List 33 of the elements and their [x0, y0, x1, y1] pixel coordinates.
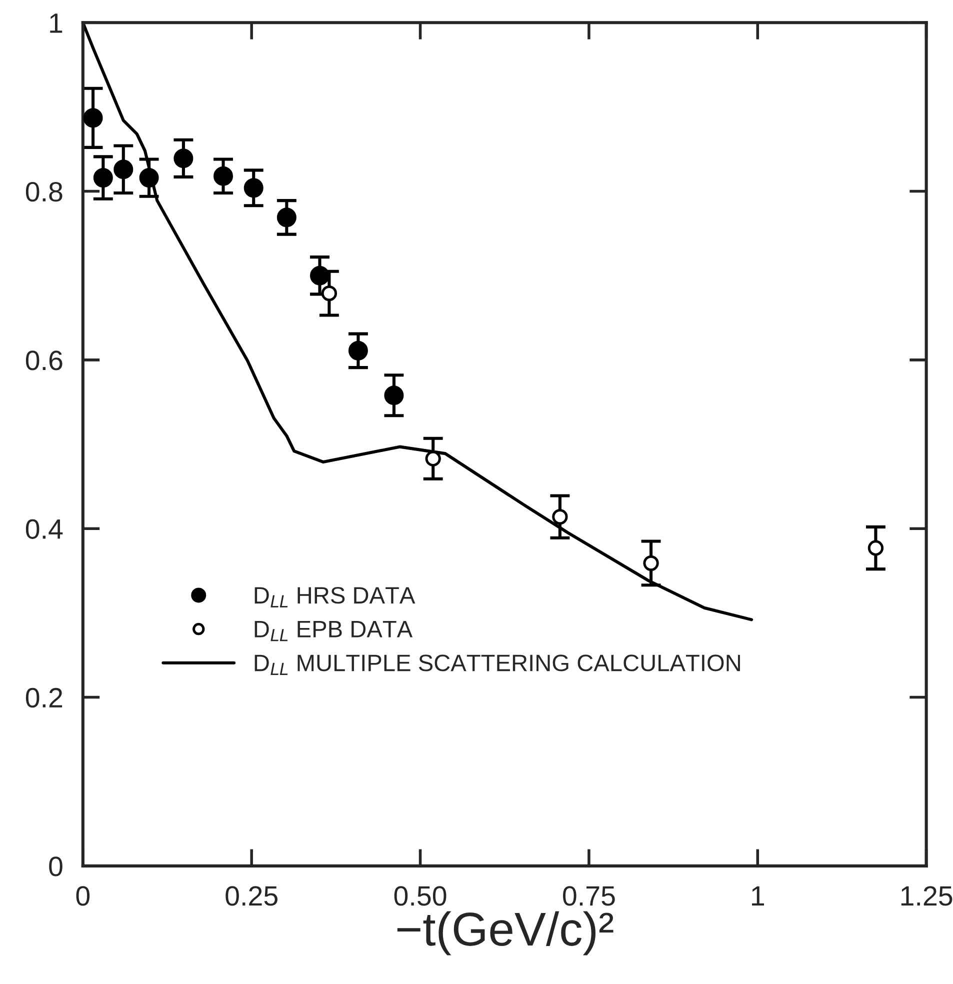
y-tick-label: 0.6	[26, 350, 62, 370]
point	[174, 148, 194, 168]
legend-label: D$_{LL}$ HRS DATA	[254, 586, 416, 608]
legend-label: D$_{LL}$ MULTIPLE SCATTERING CALCULATION	[254, 654, 740, 675]
x-tick-label: 0.50	[394, 886, 446, 906]
point	[214, 166, 234, 186]
legend-label: D$_{LL}$ EPB DATA	[254, 621, 413, 642]
y-tick-label: 0.8	[26, 182, 62, 202]
y-tick-label: 0	[49, 856, 62, 876]
point	[244, 178, 264, 198]
point	[139, 168, 159, 188]
point	[276, 208, 296, 228]
line-series	[82, 22, 754, 622]
point	[93, 168, 113, 188]
point	[384, 386, 404, 406]
point	[83, 108, 103, 128]
point	[310, 266, 330, 286]
y-tick-label: 0.2	[26, 688, 62, 708]
point	[643, 555, 659, 572]
x-tick-label: 0.25	[226, 886, 278, 906]
point	[114, 160, 134, 180]
x-tick-label: 1.25	[901, 886, 952, 906]
x-tick-label: 0	[76, 886, 90, 906]
point	[868, 540, 884, 556]
y-tick-label: 1	[50, 14, 62, 33]
x-axis-title: −t(GeV/c)²	[397, 911, 614, 956]
x-tick-label: 0.75	[563, 886, 615, 906]
x-tick-label: 1	[752, 886, 764, 906]
y-tick-label: 0.4	[26, 519, 63, 539]
point	[321, 285, 338, 302]
point	[348, 340, 368, 360]
point	[425, 450, 441, 466]
point	[552, 508, 568, 525]
